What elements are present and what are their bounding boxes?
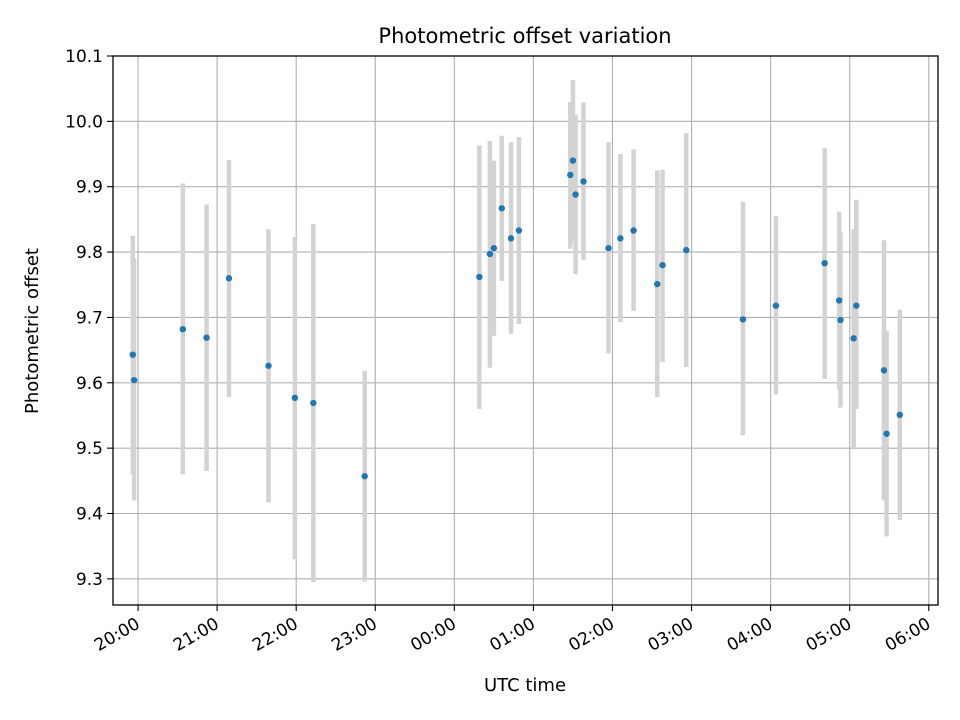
data-point — [486, 250, 494, 258]
data-point — [572, 191, 579, 198]
chart-title: Photometric offset variation — [378, 24, 671, 48]
data-point — [853, 302, 860, 309]
y-tick-label: 10.1 — [65, 47, 103, 67]
data-point — [569, 157, 577, 164]
data-point — [605, 244, 612, 252]
data-point — [896, 411, 903, 419]
data-point — [567, 171, 574, 179]
data-point — [630, 227, 637, 234]
y-tick-label: 9.9 — [76, 178, 103, 198]
data-point — [683, 246, 690, 254]
y-tick-label: 9.5 — [76, 439, 103, 459]
y-tick-label: 9.6 — [76, 374, 103, 394]
x-axis-label: UTC time — [484, 675, 566, 696]
data-point — [507, 235, 515, 242]
data-point — [129, 351, 136, 358]
data-point — [654, 280, 661, 288]
plot-frame — [112, 55, 939, 606]
data-point — [490, 244, 498, 252]
data-point — [772, 302, 780, 309]
data-point — [310, 399, 317, 407]
y-tick-label: 9.7 — [76, 308, 103, 328]
data-point — [130, 376, 138, 384]
y-axis-label: Photometric offset — [22, 248, 43, 414]
data-point — [476, 273, 483, 281]
data-point — [498, 205, 505, 212]
data-point — [883, 430, 890, 437]
data-point — [659, 261, 666, 269]
y-tick-label: 9.8 — [76, 243, 103, 263]
data-point — [821, 259, 828, 267]
data-points — [129, 157, 903, 480]
data-point — [580, 178, 587, 185]
data-point — [850, 335, 857, 342]
y-tick-label: 9.3 — [76, 570, 103, 590]
data-point — [225, 275, 233, 282]
data-point — [515, 227, 523, 234]
data-point — [179, 325, 187, 333]
y-tick-label: 10.0 — [65, 112, 103, 132]
data-point — [203, 334, 210, 341]
data-point — [880, 367, 888, 374]
data-point — [265, 362, 272, 369]
data-point — [291, 394, 299, 402]
data-point — [617, 235, 624, 242]
data-point — [739, 316, 747, 323]
data-point — [835, 297, 843, 304]
y-axis-ticks: 9.3 9.4 9.5 9.6 9.7 9.8 9.9 10.0 10.1 — [65, 47, 113, 590]
y-tick-label: 9.4 — [76, 505, 103, 525]
data-point — [361, 473, 368, 480]
data-point — [837, 316, 844, 324]
